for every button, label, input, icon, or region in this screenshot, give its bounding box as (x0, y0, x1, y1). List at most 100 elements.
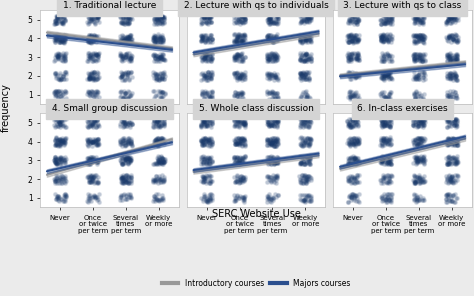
Point (381, 143, 388, 148)
Point (51, 91, 59, 96)
Point (296, 21, 304, 26)
Point (86, 157, 94, 162)
Point (419, 55, 426, 59)
Point (84, 192, 92, 197)
Point (353, 21, 361, 26)
Point (412, 15, 419, 20)
Point (206, 14, 213, 18)
Point (88, 157, 95, 162)
Point (269, 89, 277, 94)
Point (355, 141, 362, 145)
Point (380, 33, 388, 38)
Point (381, 58, 388, 63)
Point (83, 198, 91, 203)
Point (268, 141, 276, 146)
Point (268, 19, 276, 23)
Point (126, 94, 133, 99)
Point (446, 34, 453, 39)
Point (355, 180, 363, 185)
Point (269, 21, 277, 26)
Point (122, 143, 129, 148)
Point (384, 38, 392, 43)
Point (118, 176, 125, 180)
Point (347, 33, 355, 38)
Point (234, 160, 242, 165)
Point (123, 96, 131, 101)
Point (453, 52, 461, 57)
Point (413, 143, 421, 148)
Point (202, 76, 210, 81)
Point (154, 119, 161, 124)
Point (94, 73, 101, 78)
Point (414, 121, 422, 126)
Point (301, 77, 308, 81)
Point (344, 54, 352, 59)
Point (271, 118, 279, 123)
Point (54, 143, 61, 148)
Point (89, 51, 97, 56)
Point (413, 176, 420, 181)
Point (125, 120, 133, 125)
Point (346, 161, 354, 165)
Point (234, 139, 242, 144)
Point (159, 178, 167, 182)
Point (94, 136, 102, 141)
Point (387, 120, 395, 125)
Point (90, 178, 97, 183)
Point (297, 161, 305, 166)
Point (91, 78, 99, 82)
Point (410, 118, 417, 123)
Point (56, 141, 64, 146)
Point (234, 139, 242, 144)
Point (198, 14, 205, 19)
Point (445, 173, 453, 177)
Point (346, 18, 354, 23)
Point (233, 21, 240, 26)
Point (452, 55, 460, 60)
Point (450, 119, 457, 124)
Point (306, 161, 314, 166)
Point (122, 194, 130, 199)
Point (410, 77, 417, 82)
Point (273, 175, 280, 180)
Point (301, 161, 308, 166)
Point (206, 178, 214, 183)
Point (380, 139, 387, 144)
Point (301, 58, 309, 63)
Point (411, 119, 419, 124)
Point (159, 15, 167, 19)
Point (447, 158, 455, 163)
Point (304, 175, 311, 180)
Point (200, 140, 207, 145)
Point (450, 141, 458, 146)
Point (153, 123, 160, 128)
Point (239, 57, 246, 61)
Point (201, 96, 208, 101)
Point (297, 94, 305, 99)
Point (155, 120, 162, 124)
Point (418, 18, 426, 23)
Point (154, 157, 162, 162)
Point (296, 58, 304, 63)
Point (271, 94, 278, 99)
Point (123, 20, 131, 25)
Point (454, 39, 461, 44)
Point (238, 95, 246, 99)
Point (232, 32, 239, 37)
Point (238, 158, 246, 163)
Point (85, 75, 93, 80)
Point (204, 39, 211, 44)
Point (444, 143, 451, 147)
Point (84, 159, 91, 164)
Point (268, 199, 275, 204)
Point (448, 33, 456, 37)
Point (233, 33, 240, 38)
Point (267, 91, 275, 96)
Point (347, 56, 355, 61)
Point (159, 138, 166, 143)
Point (264, 117, 271, 122)
Point (84, 38, 91, 42)
Point (155, 143, 163, 147)
Point (386, 20, 394, 24)
Point (454, 38, 461, 42)
